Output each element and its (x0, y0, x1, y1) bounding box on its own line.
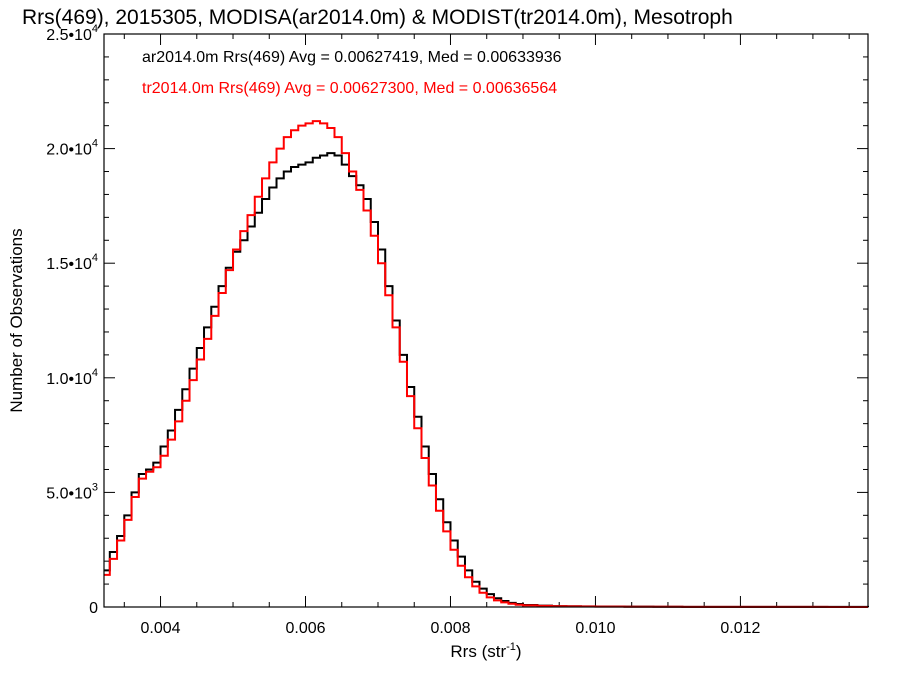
y-tick-label: 2.5•104 (46, 23, 98, 44)
x-axis-title: Rrs (str-1) (450, 641, 521, 661)
x-tick-label: 0.006 (285, 620, 325, 637)
y-axis-title: Number of Observations (7, 228, 26, 412)
y-tick-exponent: 4 (92, 138, 98, 150)
y-tick-exponent: 3 (92, 481, 98, 493)
legend-entry-tr2014.0m: tr2014.0m Rrs(469) Avg = 0.00627300, Med… (142, 80, 557, 97)
y-tick-label: 1.5•104 (46, 252, 98, 273)
data-series (104, 120, 869, 608)
y-tick-exponent: 4 (92, 252, 98, 264)
x-tick-label: 0.004 (141, 620, 181, 637)
axis-labels: 0.004 0.006 0.008 0.010 0.012 0 5.0•103 1.0•104… (7, 23, 761, 661)
y-tick-label: 2.0•104 (46, 138, 98, 159)
y-tick-exponent: 4 (92, 367, 98, 379)
y-tick-exponent: 4 (92, 23, 98, 35)
x-tick-label: 0.008 (430, 620, 470, 637)
series-line-tr2014.0m (104, 120, 868, 608)
plot-frame (103, 33, 869, 608)
x-tick-label: 0.010 (575, 620, 615, 637)
y-tick-label: 0 (89, 600, 98, 617)
series-line-ar2014.0m (104, 152, 869, 608)
y-tick-label: 5.0•103 (46, 481, 98, 502)
legend: ar2014.0m Rrs(469) Avg = 0.00627419, Med… (142, 49, 562, 97)
x-tick-label: 0.012 (720, 620, 760, 637)
axis-ticks (104, 33, 868, 608)
x-axis-title-superscript: -1 (506, 641, 516, 653)
legend-entry-ar2014.0m: ar2014.0m Rrs(469) Avg = 0.00627419, Med… (142, 49, 562, 66)
chart-title: Rrs(469), 2015305, MODISA(ar2014.0m) & M… (22, 6, 733, 29)
x-axis-title-close: ) (516, 642, 522, 661)
y-tick-label: 1.0•104 (46, 367, 98, 388)
